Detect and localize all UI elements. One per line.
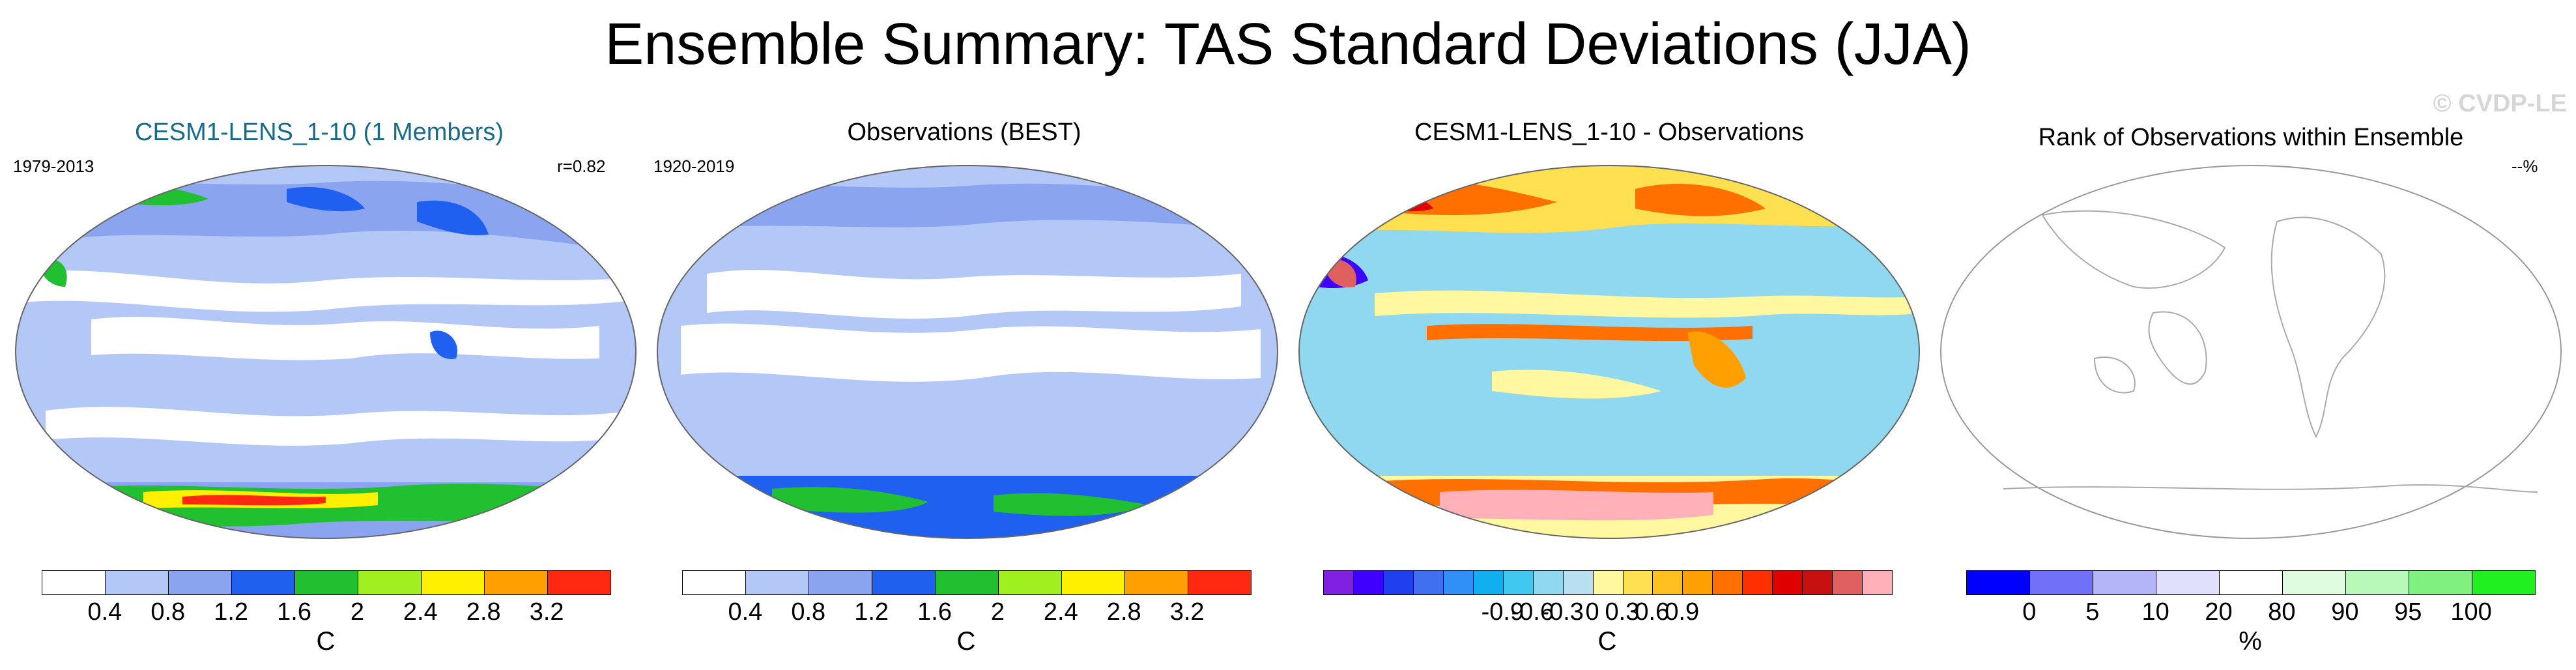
colorbar-box (1683, 571, 1713, 594)
colorbar-box (683, 571, 746, 594)
colorbar-box (1563, 571, 1594, 594)
panel-4-colorbar (1966, 570, 2536, 595)
colorbar-box (2283, 571, 2346, 594)
colorbar-box (422, 571, 485, 594)
colorbar-box (1413, 571, 1444, 594)
colorbar-box (2030, 571, 2093, 594)
colorbar-box (2346, 571, 2409, 594)
watermark: © CVDP-LE (2433, 90, 2567, 117)
colorbar-box (1593, 571, 1624, 594)
colorbar-tick-label: 10 (2141, 598, 2169, 626)
colorbar-tick-label: 0.4 (87, 598, 122, 626)
colorbar-box (999, 571, 1062, 594)
colorbar-box (106, 571, 169, 594)
colorbar-box (1863, 571, 1893, 594)
colorbar-box (809, 571, 872, 594)
colorbar-box (2472, 571, 2535, 594)
colorbar-box (1623, 571, 1653, 594)
colorbar-box (1125, 571, 1188, 594)
colorbar-box (42, 571, 106, 594)
colorbar-box (295, 571, 358, 594)
colorbar-box (1188, 571, 1251, 594)
colorbar-tick-label: -0.9 (1481, 598, 1524, 626)
colorbar-tick-label: 3.2 (1169, 598, 1205, 626)
colorbar-tick-label: -0.3 (1541, 598, 1584, 626)
colorbar-tick-label: 2 (350, 598, 365, 626)
colorbar-box (1062, 571, 1125, 594)
panel-4-map (1940, 165, 2562, 539)
colorbar-tick-label: 80 (2268, 598, 2296, 626)
colorbar-tick-label: 1.2 (854, 598, 889, 626)
panel-1-colorbar (42, 570, 611, 595)
colorbar-box (548, 571, 610, 594)
colorbar-box (1713, 571, 1743, 594)
panel-4-title: Rank of Observations within Ensemble (2038, 124, 2464, 151)
colorbar-tick-label: 90 (2331, 598, 2359, 626)
colorbar-tick-label: 2.4 (403, 598, 438, 626)
colorbar-tick-label: 0.8 (791, 598, 826, 626)
colorbar-box (1833, 571, 1863, 594)
colorbar-tick-label: 2 (990, 598, 1005, 626)
colorbar-unit-label: C (956, 627, 976, 656)
colorbar-tick-label: 3.2 (529, 598, 564, 626)
colorbar-box (936, 571, 999, 594)
panel-1-map (15, 165, 637, 539)
panel-3-map (1298, 165, 1920, 539)
colorbar-box (1533, 571, 1564, 594)
colorbar-tick-label: 5 (2085, 598, 2100, 626)
colorbar-tick-label: 0 (1585, 598, 1599, 626)
colorbar-tick-label: 0.4 (728, 598, 763, 626)
colorbar-tick-label: 1.2 (214, 598, 249, 626)
panel-3-colorbar (1323, 570, 1893, 595)
colorbar-box (232, 571, 295, 594)
colorbar-tick-label: 0.9 (1665, 598, 1700, 626)
colorbar-box (746, 571, 809, 594)
panel-2-map (657, 165, 1278, 539)
figure-title: Ensemble Summary: TAS Standard Deviation… (605, 12, 1971, 77)
colorbar-box (1743, 571, 1773, 594)
panel-2-period: 1920-2019 (653, 156, 735, 176)
colorbar-tick-label: 0.6 (1635, 598, 1670, 626)
colorbar-box (2093, 571, 2156, 594)
panel-3-title: CESM1-LENS_1-10 - Observations (1414, 119, 1804, 146)
colorbar-unit-label: % (2239, 627, 2262, 656)
colorbar-box (1324, 571, 1354, 594)
panel-1-correlation: r=0.82 (557, 156, 606, 176)
colorbar-box (1967, 571, 2030, 594)
colorbar-box (1383, 571, 1414, 594)
panel-4-rank: --% (2512, 156, 2538, 176)
colorbar-box (1473, 571, 1504, 594)
colorbar-tick-label: 0.3 (1605, 598, 1640, 626)
colorbar-box (1653, 571, 1683, 594)
panel-2-title: Observations (BEST) (847, 119, 1081, 146)
colorbar-tick-label: 95 (2394, 598, 2422, 626)
colorbar-tick-label: 2.8 (466, 598, 501, 626)
colorbar-box (485, 571, 548, 594)
colorbar-box (2409, 571, 2472, 594)
colorbar-tick-label: 2.4 (1043, 598, 1078, 626)
colorbar-box (1503, 571, 1534, 594)
colorbar-box (169, 571, 232, 594)
colorbar-box (1773, 571, 1803, 594)
colorbar-tick-label: 1.6 (277, 598, 311, 626)
colorbar-box (1443, 571, 1474, 594)
colorbar-box (872, 571, 936, 594)
colorbar-box (2220, 571, 2283, 594)
panel-1-period: 1979-2013 (13, 156, 94, 176)
colorbar-box (2156, 571, 2220, 594)
colorbar-tick-label: -0.6 (1511, 598, 1554, 626)
colorbar-unit-label: C (316, 627, 336, 656)
colorbar-tick-label: 2.8 (1106, 598, 1141, 626)
colorbar-tick-label: 100 (2450, 598, 2492, 626)
colorbar-unit-label: C (1597, 627, 1617, 656)
colorbar-tick-label: 0.8 (150, 598, 186, 626)
colorbar-box (1353, 571, 1384, 594)
panel-2-colorbar (682, 570, 1252, 595)
colorbar-tick-label: 20 (2205, 598, 2233, 626)
colorbar-tick-label: 0 (2022, 598, 2037, 626)
panel-1-title: CESM1-LENS_1-10 (1 Members) (135, 119, 504, 146)
colorbar-box (358, 571, 422, 594)
colorbar-box (1803, 571, 1833, 594)
colorbar-tick-label: 1.6 (917, 598, 952, 626)
